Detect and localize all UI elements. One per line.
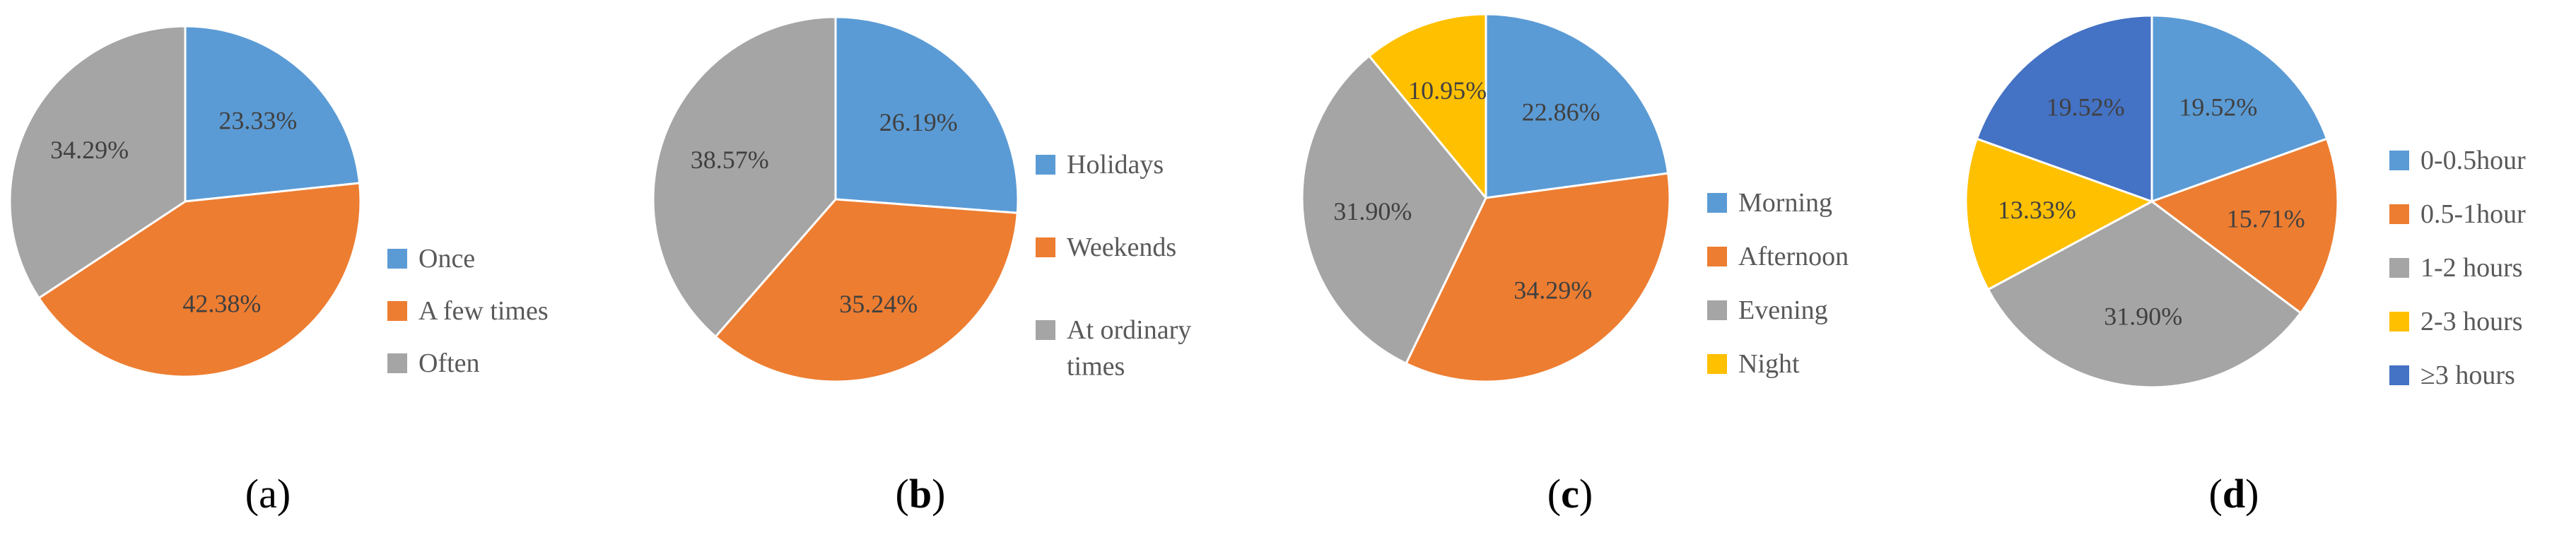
legend-swatch (1036, 237, 1055, 257)
pie-value-label-2-3-hours: 13.33% (1998, 196, 2076, 224)
pie-value-label-at-ordinary-times: 38.57% (691, 146, 769, 174)
pie-slice-0-0-5hour (2150, 14, 2329, 203)
legend-item-a-few-times: A few times (387, 296, 549, 326)
legend-swatch (1707, 354, 1727, 374)
pie-value-label-1-2-hours: 31.90% (2104, 303, 2182, 331)
legend-swatch (2389, 204, 2409, 224)
pie-panel-d: 19.52% 15.71% 31.90% 13.33% 19.52% 0-0.5hour 0… (1965, 14, 2526, 517)
pie-value-label-afternoon: 34.29% (1514, 276, 1592, 304)
legend-item-night: Night (1707, 349, 1800, 379)
legend-label: Afternoon (1738, 242, 1849, 271)
pie-slice-weekends (714, 198, 1019, 383)
pie-slice-0-5-1hour (2150, 137, 2339, 315)
pie-value-label-a-few-times: 42.38% (182, 290, 261, 318)
pie-slice-at-ordinary-times (652, 16, 837, 338)
legend-item-2-3-hours: 2-3 hours (2389, 307, 2523, 336)
pie-slice-morning (1485, 13, 1670, 199)
pie-slice-often (8, 25, 187, 300)
legend-swatch (387, 353, 407, 373)
pie-value-label-ge3-hours: 19.52% (2047, 93, 2125, 122)
legend-item-once: Once (387, 244, 475, 274)
panel-caption: (d) (2209, 471, 2259, 517)
legend-swatch (2389, 258, 2409, 278)
legend-item-afternoon: Afternoon (1707, 242, 1849, 271)
legend-swatch (2389, 312, 2409, 331)
legend-item-ge3-hours: ≥3 hours (2389, 360, 2515, 390)
legend-swatch (1036, 320, 1055, 340)
legend-item-often: Often (387, 348, 480, 378)
legend-item-at-ordinary-times: At ordinary times (1036, 315, 1191, 381)
legend-swatch (1707, 247, 1727, 266)
legend-swatch (1036, 155, 1055, 175)
pie-value-label-0-5-1hour: 15.71% (2227, 204, 2305, 233)
legend-swatch (2389, 151, 2409, 170)
pie-value-label-morning: 22.86% (1522, 98, 1600, 127)
legend-label: 0-0.5hour (2420, 146, 2526, 175)
legend-label: Once (418, 244, 475, 274)
pie-value-label-0-0-5hour: 19.52% (2179, 93, 2257, 122)
legend-item-1-2-hours: 1-2 hours (2389, 253, 2523, 283)
legend-swatch (1707, 193, 1727, 213)
pie-value-label-often: 34.29% (50, 136, 129, 164)
legend-item-holidays: Holidays (1036, 150, 1164, 180)
legend-label: A few times (418, 296, 549, 326)
pie-value-label-weekends: 35.24% (839, 290, 918, 318)
pie-slice-night (1368, 13, 1487, 199)
legend-label: 1-2 hours (2420, 253, 2523, 283)
legend-swatch (2389, 365, 2409, 385)
legend-label: Night (1738, 349, 1800, 379)
legend-label: Often (418, 348, 480, 378)
legend-swatch (387, 249, 407, 269)
legend-swatch (387, 301, 407, 321)
pie-panel-a: 23.33% 42.38% 34.29% Once A few times Often (a… (8, 25, 549, 517)
legend-swatch (1707, 300, 1727, 320)
pie-panel-b: 26.19% 35.24% 38.57% Holidays Weekends At ord… (652, 16, 1191, 517)
pie-slice-once (184, 25, 361, 203)
legend-item-0-5-1hour: 0.5-1hour (2389, 199, 2526, 229)
panel-caption: (c) (1547, 471, 1593, 517)
pie-slice-ge3-hours (1975, 14, 2153, 203)
pie-slice-holidays (834, 16, 1019, 214)
legend-label: Holidays (1067, 150, 1164, 180)
legend-label: Weekends (1067, 233, 1176, 262)
pie-value-label-once: 23.33% (218, 107, 297, 135)
panel-caption: (b) (896, 471, 946, 517)
pie-value-label-evening: 31.90% (1333, 197, 1412, 225)
legend-item-evening: Evening (1707, 295, 1828, 325)
pie-slice-a-few-times (37, 182, 362, 378)
panel-caption: (a) (245, 471, 291, 517)
legend-label: Evening (1738, 295, 1828, 325)
pie-value-label-holidays: 26.19% (879, 108, 958, 136)
pie-panel-c: 22.86% 34.29% 31.90% 10.95% Morning Afternoon… (1301, 13, 1849, 517)
legend-item-morning: Morning (1707, 188, 1832, 218)
legend-label: ≥3 hours (2420, 360, 2515, 390)
legend-item-0-0-5hour: 0-0.5hour (2389, 146, 2526, 175)
legend-label: 2-3 hours (2420, 307, 2523, 336)
pie-value-label-night: 10.95% (1408, 76, 1487, 105)
legend-label: At ordinary times (1067, 315, 1191, 381)
legend-label: Morning (1738, 188, 1832, 218)
pie-slice-afternoon (1405, 172, 1671, 383)
pie-slice-2-3-hours (1965, 137, 2153, 291)
legend-item-weekends: Weekends (1036, 233, 1176, 262)
legend-label: 0.5-1hour (2420, 199, 2526, 229)
pie-slice-evening (1301, 54, 1487, 365)
